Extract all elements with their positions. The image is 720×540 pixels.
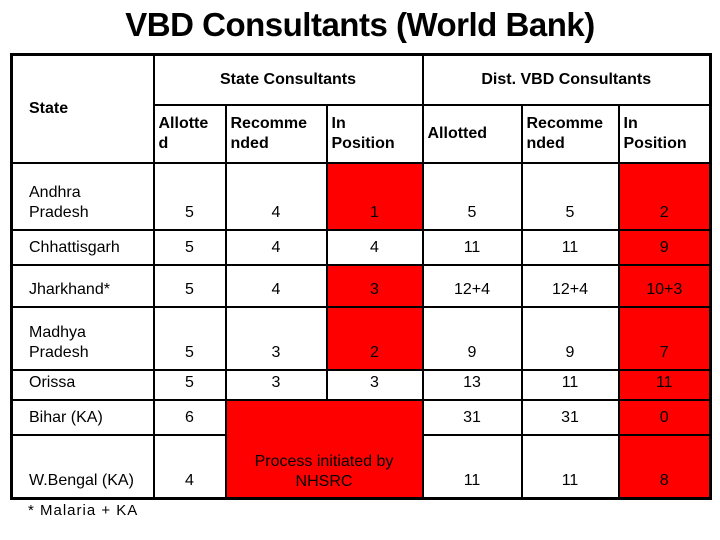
header-row-columns: Allotte d Recomme nded In Position Allot… bbox=[12, 103, 712, 164]
value-cell: 4 bbox=[224, 161, 328, 231]
table-row-bihar: Bihar (KA) 6 Process initiated by NHSRC … bbox=[10, 398, 712, 500]
value-cell: 5 bbox=[152, 161, 227, 231]
value-cell-highlighted: 1 bbox=[325, 161, 424, 231]
value-cell: 4 bbox=[224, 228, 328, 266]
value-cell: 31 bbox=[520, 398, 620, 436]
value-cell-highlighted: 0 bbox=[617, 398, 712, 436]
column-header-dist-allotted: Allotted bbox=[421, 103, 523, 164]
value-cell: 9 bbox=[421, 305, 523, 371]
column-header-state-recommended: Recomme nded bbox=[224, 103, 328, 164]
value-cell: 11 bbox=[520, 433, 620, 500]
table-row-madhya-pradesh: Madhya Pradesh 5 3 2 9 9 7 bbox=[10, 305, 712, 371]
value-cell: 3 bbox=[325, 368, 424, 401]
state-name: Orissa bbox=[10, 368, 155, 401]
value-cell-highlighted: 10+3 bbox=[617, 263, 712, 308]
state-name: Madhya Pradesh bbox=[10, 305, 155, 371]
value-cell: 11 bbox=[520, 228, 620, 266]
value-cell: 3 bbox=[224, 368, 328, 401]
value-cell: 5 bbox=[152, 368, 227, 401]
value-cell: 5 bbox=[152, 305, 227, 371]
column-header-dist-in-position: In Position bbox=[617, 103, 712, 164]
value-cell: 31 bbox=[421, 398, 523, 436]
value-cell: 5 bbox=[520, 161, 620, 231]
value-cell-highlighted: 9 bbox=[617, 228, 712, 266]
value-cell: 11 bbox=[421, 433, 523, 500]
value-cell-highlighted: 11 bbox=[617, 368, 712, 401]
value-cell: 6 bbox=[152, 398, 227, 436]
value-cell-highlighted: 3 bbox=[325, 263, 424, 308]
state-name: Jharkhand* bbox=[10, 263, 155, 308]
column-header-state-in-position: In Position bbox=[325, 103, 424, 164]
header-row-groups: State State Consultants Dist. VBD Consul… bbox=[10, 53, 712, 164]
value-cell: 5 bbox=[421, 161, 523, 231]
value-cell: 13 bbox=[421, 368, 523, 401]
value-cell: 5 bbox=[152, 263, 227, 308]
value-cell: 4 bbox=[224, 263, 328, 308]
table-row-chhattisgarh: Chhattisgarh 5 4 4 11 11 9 bbox=[10, 228, 712, 266]
state-name: W.Bengal (KA) bbox=[10, 433, 155, 500]
state-name: Chhattisgarh bbox=[10, 228, 155, 266]
value-cell: 4 bbox=[152, 433, 227, 500]
footnote-malaria-ka: * Malaria + KA bbox=[28, 502, 139, 519]
table-row-jharkhand: Jharkhand* 5 4 3 12+4 12+4 10+3 bbox=[10, 263, 712, 308]
value-cell-highlighted: 8 bbox=[617, 433, 712, 500]
value-cell: 9 bbox=[520, 305, 620, 371]
state-name: Andhra Pradesh bbox=[10, 161, 155, 231]
group-header-state-consultants: State Consultants bbox=[152, 53, 424, 106]
table-row-w-bengal: W.Bengal (KA) 4 11 11 8 bbox=[10, 433, 712, 500]
column-header-dist-recommended: Recomme nded bbox=[520, 103, 620, 164]
value-cell: 11 bbox=[520, 368, 620, 401]
value-cell-highlighted: 7 bbox=[617, 305, 712, 371]
value-cell: 4 bbox=[325, 228, 424, 266]
value-cell: 11 bbox=[421, 228, 523, 266]
value-cell: 12+4 bbox=[421, 263, 523, 308]
state-name: Bihar (KA) bbox=[10, 398, 155, 436]
process-note-cell: Process initiated by NHSRC bbox=[224, 398, 424, 500]
column-header-state-allotted: Allotte d bbox=[152, 103, 227, 164]
table-row-orissa: Orissa 5 3 3 13 11 11 bbox=[10, 368, 712, 401]
value-cell: 3 bbox=[224, 305, 328, 371]
state-column-header: State bbox=[10, 53, 155, 164]
page-title: VBD Consultants (World Bank) bbox=[125, 6, 595, 43]
table-row-andhra-pradesh: Andhra Pradesh 5 4 1 5 5 2 bbox=[10, 161, 712, 231]
value-cell-highlighted: 2 bbox=[325, 305, 424, 371]
vbd-consultants-table: State State Consultants Dist. VBD Consul… bbox=[10, 53, 712, 500]
group-header-dist-vbd-consultants: Dist. VBD Consultants bbox=[421, 53, 712, 106]
value-cell: 12+4 bbox=[520, 263, 620, 308]
value-cell-highlighted: 2 bbox=[617, 161, 712, 231]
value-cell: 5 bbox=[152, 228, 227, 266]
